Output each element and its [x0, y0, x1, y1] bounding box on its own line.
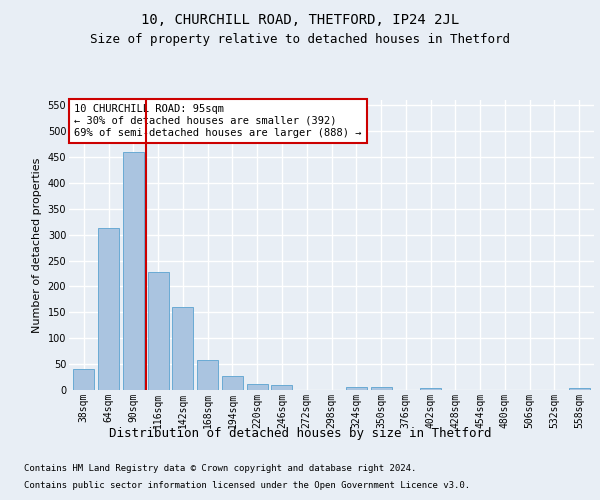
Text: Distribution of detached houses by size in Thetford: Distribution of detached houses by size …	[109, 428, 491, 440]
Bar	[247, 384, 268, 390]
Bar	[346, 388, 367, 390]
Bar	[420, 388, 441, 390]
Bar	[98, 228, 119, 390]
Bar	[123, 152, 144, 390]
Bar	[222, 376, 243, 390]
Bar	[271, 386, 292, 390]
Text: Contains public sector information licensed under the Open Government Licence v3: Contains public sector information licen…	[24, 481, 470, 490]
Bar	[172, 307, 193, 390]
Text: 10 CHURCHILL ROAD: 95sqm
← 30% of detached houses are smaller (392)
69% of semi-: 10 CHURCHILL ROAD: 95sqm ← 30% of detach…	[74, 104, 362, 138]
Bar	[371, 387, 392, 390]
Bar	[569, 388, 590, 390]
Bar	[197, 360, 218, 390]
Bar	[148, 272, 169, 390]
Text: Size of property relative to detached houses in Thetford: Size of property relative to detached ho…	[90, 32, 510, 46]
Text: Contains HM Land Registry data © Crown copyright and database right 2024.: Contains HM Land Registry data © Crown c…	[24, 464, 416, 473]
Text: 10, CHURCHILL ROAD, THETFORD, IP24 2JL: 10, CHURCHILL ROAD, THETFORD, IP24 2JL	[141, 12, 459, 26]
Bar	[73, 370, 94, 390]
Y-axis label: Number of detached properties: Number of detached properties	[32, 158, 42, 332]
